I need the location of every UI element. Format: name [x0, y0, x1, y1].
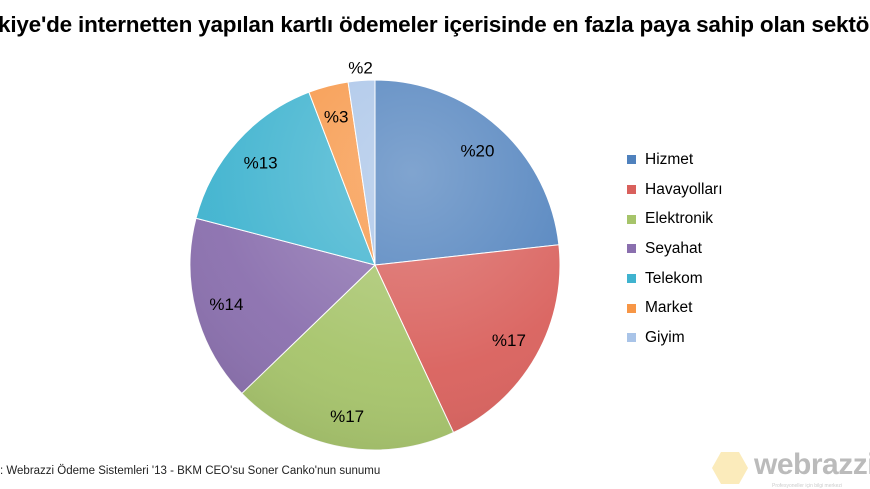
data-label: %13: [244, 154, 278, 173]
legend-swatch: [627, 274, 636, 284]
data-label: %2: [348, 59, 373, 78]
data-label: %17: [330, 407, 364, 426]
legend-item: Telekom: [627, 264, 723, 294]
legend-item: Giyim: [627, 323, 723, 353]
legend-item: Hizmet: [627, 145, 723, 175]
logo-hexagon-icon: [712, 452, 748, 484]
legend-item: Havayolları: [627, 175, 723, 205]
legend-label: Elektronik: [645, 210, 714, 228]
legend-swatch: [627, 214, 636, 224]
legend-swatch: [627, 303, 636, 313]
data-label: %3: [324, 107, 349, 126]
legend-label: Havayolları: [645, 180, 723, 198]
legend-label: Seyahat: [645, 239, 702, 257]
data-label: %20: [460, 142, 494, 161]
legend-item: Market: [627, 293, 723, 323]
legend-item: Elektronik: [627, 204, 723, 234]
logo-tagline: Profesyoneller için bilgi merkezi: [772, 483, 843, 489]
webrazzi-logo: webrazzi Profesyoneller için bilgi merke…: [712, 448, 870, 489]
legend-swatch: [627, 244, 636, 254]
legend: Hizmet Havayolları Elektronik Seyahat Teleko…: [627, 145, 723, 353]
legend-swatch: [627, 155, 636, 165]
data-label: %14: [209, 295, 243, 314]
chart-title: kiye'de internetten yapılan kartlı ödeme…: [0, 12, 870, 37]
legend-label: Giyim: [645, 328, 685, 346]
logo-text: webrazzi: [754, 448, 870, 481]
data-label: %17: [492, 331, 526, 350]
legend-item: Seyahat: [627, 234, 723, 264]
legend-swatch: [627, 333, 636, 343]
legend-label: Hizmet: [645, 150, 694, 168]
source-note: : Webrazzi Ödeme Sistemleri '13 - BKM CE…: [0, 465, 381, 477]
pie-slice-hizmet: [374, 79, 560, 266]
legend-swatch: [627, 185, 636, 195]
legend-label: Telekom: [645, 269, 703, 287]
legend-label: Market: [645, 299, 693, 317]
